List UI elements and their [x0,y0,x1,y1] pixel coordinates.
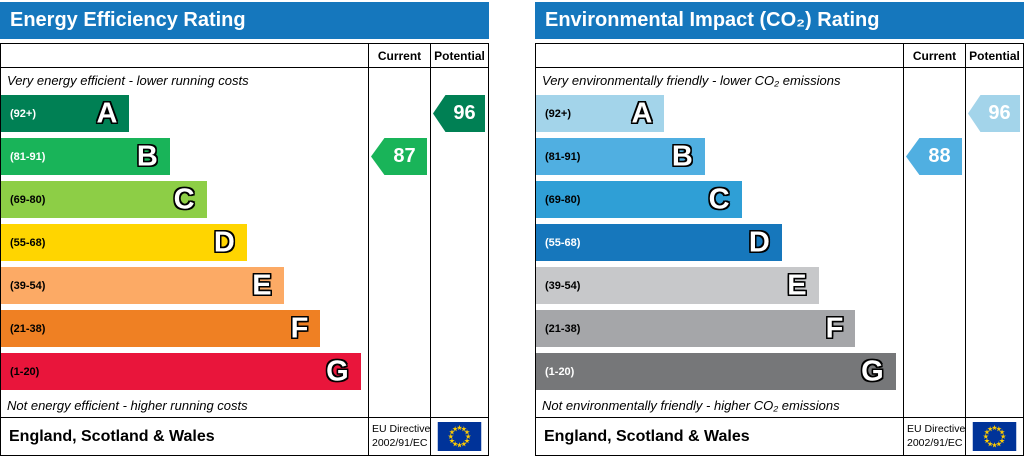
band-letter: B [136,140,158,172]
eu-directive-label: EU Directive 2002/91/EC [903,418,965,455]
band-range-label: (69-80) [10,193,46,206]
band-letter: E [252,269,272,301]
band-bar-a: (92+) A [1,95,130,132]
band-row-d: (55-68) D [536,221,1023,264]
top-note: Very environmentally friendly - lower CO… [542,72,841,88]
rating-table: Current Potential Very environmentally f… [535,43,1024,456]
chart-footer: England, Scotland & Wales EU Directive 2… [1,417,488,455]
current-rating-arrow: 87 [371,138,427,175]
band-bar-e: (39-54) E [1,267,284,304]
band-letter: G [326,355,349,387]
column-header-row: Current Potential [1,44,488,68]
potential-rating-arrow: 96 [433,95,485,132]
eu-directive-label: EU Directive 2002/91/EC [368,418,430,455]
band-letter: B [671,140,693,172]
band-bar-d: (55-68) D [1,224,247,261]
environmental-impact-rating-chart: Environmental Impact (CO₂) Rating Curren… [535,2,1024,456]
band-letter: E [787,269,807,301]
band-row-b: (81-91) B 87 [1,135,488,178]
current-rating-arrow: 88 [906,138,962,175]
band-letter: A [631,97,653,129]
band-row-g: (1-20) G [1,350,488,393]
chart-title: Environmental Impact (CO₂) Rating [535,2,1024,39]
potential-rating-arrow: 96 [968,95,1020,132]
band-bar-c: (69-80) C [536,181,742,218]
eu-flag-icon [437,422,482,451]
band-row-e: (39-54) E [536,264,1023,307]
bottom-note: Not environmentally friendly - higher CO… [542,397,840,413]
column-header-potential: Potential [430,44,488,67]
band-bar-c: (69-80) C [1,181,207,218]
band-bar-b: (81-91) B [536,138,705,175]
band-row-f: (21-38) F [1,307,488,350]
band-letter: F [825,312,844,344]
column-header-current: Current [903,44,965,67]
top-note: Very energy efficient - lower running co… [7,72,249,88]
band-row-c: (69-80) C [536,178,1023,221]
band-letter: A [96,97,118,129]
band-row-a: (92+) A 96 [536,92,1023,135]
band-range-label: (55-68) [10,236,46,249]
band-range-label: (1-20) [545,365,575,378]
band-bar-g: (1-20) G [1,353,361,390]
band-range-label: (55-68) [545,236,581,249]
chart-title: Energy Efficiency Rating [0,2,489,39]
band-range-label: (39-54) [545,279,581,292]
band-bar-b: (81-91) B [1,138,170,175]
band-row-f: (21-38) F [536,307,1023,350]
band-range-label: (92+) [10,107,36,120]
band-range-label: (81-91) [10,150,46,163]
rating-table: Current Potential Very energy efficient … [0,43,489,456]
band-range-label: (1-20) [10,365,40,378]
band-bar-d: (55-68) D [536,224,782,261]
column-header-current: Current [368,44,430,67]
eu-flag-icon [972,422,1017,451]
column-header-row: Current Potential [536,44,1023,68]
band-letter: D [213,226,235,258]
band-letter: C [173,183,195,215]
band-range-label: (39-54) [10,279,46,292]
band-row-g: (1-20) G [536,350,1023,393]
band-letter: D [748,226,770,258]
band-bar-f: (21-38) F [536,310,856,347]
band-letter: G [861,355,884,387]
band-row-d: (55-68) D [1,221,488,264]
band-row-c: (69-80) C [1,178,488,221]
band-row-a: (92+) A 96 [1,92,488,135]
bottom-note: Not energy efficient - higher running co… [7,397,248,413]
chart-footer: England, Scotland & Wales EU Directive 2… [536,417,1023,455]
band-range-label: (21-38) [545,322,581,335]
band-range-label: (81-91) [545,150,581,163]
band-row-b: (81-91) B 88 [536,135,1023,178]
band-row-e: (39-54) E [1,264,488,307]
band-bar-e: (39-54) E [536,267,819,304]
band-bar-a: (92+) A [536,95,665,132]
band-letter: C [708,183,730,215]
footer-region: England, Scotland & Wales [9,427,215,445]
footer-region: England, Scotland & Wales [544,427,750,445]
energy-efficiency-rating-chart: Energy Efficiency Rating Current Potenti… [0,2,489,456]
band-bar-f: (21-38) F [1,310,321,347]
band-range-label: (69-80) [545,193,581,206]
band-range-label: (92+) [545,107,571,120]
column-header-potential: Potential [965,44,1023,67]
band-letter: F [290,312,309,344]
band-bar-g: (1-20) G [536,353,896,390]
band-range-label: (21-38) [10,322,46,335]
